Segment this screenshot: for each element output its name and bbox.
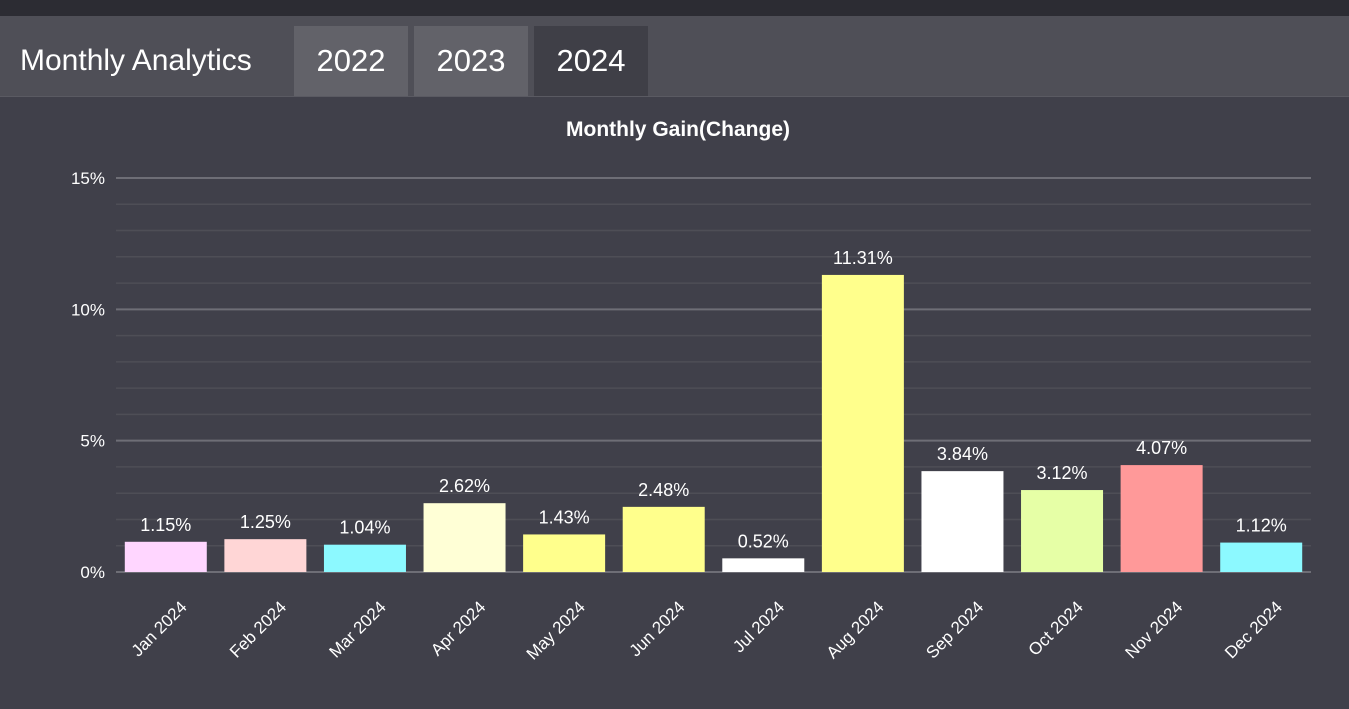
x-tick-label: Jun 2024 — [626, 597, 689, 660]
bar[interactable] — [921, 471, 1004, 572]
data-label: 1.25% — [240, 512, 291, 532]
x-tick-label: Apr 2024 — [427, 597, 489, 659]
tab-2024[interactable]: 2024 — [534, 26, 648, 96]
x-tick-label: Dec 2024 — [1221, 597, 1286, 662]
data-label: 0.52% — [738, 531, 789, 551]
x-tick-label: Mar 2024 — [326, 597, 390, 661]
bar[interactable] — [1220, 542, 1303, 572]
x-tick-label: Jan 2024 — [128, 597, 191, 660]
bar[interactable] — [722, 558, 805, 572]
chart-gridlines — [116, 177, 1311, 573]
data-label: 3.84% — [937, 444, 988, 464]
bar[interactable] — [124, 541, 207, 572]
data-label: 2.48% — [638, 480, 689, 500]
analytics-header: Monthly Analytics 2022 2023 2024 — [0, 16, 1349, 97]
y-tick-label: 5% — [80, 432, 105, 451]
x-tick-label: Aug 2024 — [823, 597, 888, 662]
data-labels: 1.15% 1.25% 1.04% 2.62% 1.43% 2.48% 0.52% 11.31… — [140, 248, 1286, 551]
bar[interactable] — [523, 534, 606, 572]
data-label: 11.31% — [833, 248, 893, 268]
y-tick-label: 0% — [80, 563, 105, 582]
x-tick-label: Sep 2024 — [922, 597, 987, 662]
data-label: 2.62% — [439, 476, 490, 496]
bar[interactable] — [1120, 465, 1203, 572]
chart-title: Monthly Gain(Change) — [566, 118, 790, 141]
bar[interactable] — [224, 539, 307, 572]
bar[interactable] — [1021, 490, 1104, 572]
bar[interactable] — [423, 503, 506, 572]
tab-2022[interactable]: 2022 — [294, 26, 408, 96]
data-label: 1.43% — [539, 507, 590, 527]
data-label: 4.07% — [1136, 438, 1187, 458]
bar[interactable] — [323, 544, 406, 572]
data-label: 3.12% — [1037, 463, 1088, 483]
y-tick-label: 10% — [71, 300, 105, 319]
data-label: 1.12% — [1236, 516, 1287, 536]
bar[interactable] — [622, 506, 705, 572]
chart-bars — [124, 274, 1303, 572]
page-title: Monthly Analytics — [20, 44, 252, 77]
x-tick-label: Jul 2024 — [729, 597, 788, 656]
data-label: 1.04% — [339, 518, 390, 538]
x-tick-label: Nov 2024 — [1122, 597, 1187, 662]
tab-2023[interactable]: 2023 — [414, 26, 528, 96]
data-label: 1.15% — [140, 515, 191, 535]
monthly-gain-chart: Monthly Gain(Change) 0% 5% 10% 15% 1.15% 1.2… — [71, 118, 1311, 664]
x-tick-label: May 2024 — [523, 597, 589, 663]
window-top-strip — [0, 0, 1349, 16]
x-tick-label: Feb 2024 — [226, 597, 290, 661]
x-tick-label: Oct 2024 — [1025, 597, 1087, 659]
y-axis: 0% 5% 10% 15% — [71, 169, 105, 582]
x-axis: Jan 2024 Feb 2024 Mar 2024 Apr 2024 May 2024… — [128, 597, 1286, 663]
bar[interactable] — [821, 274, 904, 572]
y-tick-label: 15% — [71, 169, 105, 188]
